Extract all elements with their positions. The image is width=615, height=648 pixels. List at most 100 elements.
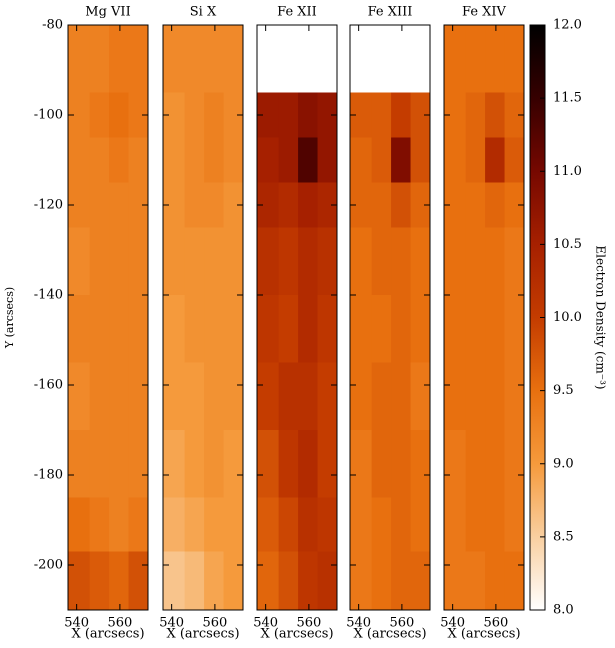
- heat-cell: [391, 137, 412, 183]
- heat-cell: [350, 295, 373, 363]
- heat-cell: [257, 295, 280, 363]
- heat-cell: [444, 430, 467, 498]
- heat-cell: [128, 295, 149, 363]
- heat-cell: [371, 227, 392, 296]
- y-tick-label: -160: [34, 378, 63, 393]
- heat-cell: [504, 25, 525, 93]
- heat-cell: [485, 362, 506, 431]
- x-axis-label: X (arcsecs): [166, 627, 239, 642]
- heat-cell: [278, 551, 299, 611]
- heat-cell: [485, 430, 506, 498]
- heat-cell: [68, 430, 91, 498]
- heat-cell: [89, 497, 110, 552]
- heat-cell: [391, 295, 412, 363]
- heat-cell: [465, 362, 486, 431]
- heat-cell: [163, 92, 186, 138]
- heat-cell: [410, 227, 431, 296]
- heat-cell: [68, 295, 91, 363]
- heat-cell: [204, 295, 225, 363]
- heat-cell: [298, 182, 319, 228]
- heat-cell: [163, 362, 186, 431]
- x-tick-label: 540: [253, 616, 278, 631]
- heat-cell: [485, 227, 506, 296]
- heat-cell: [485, 497, 506, 552]
- heat-cell: [68, 362, 91, 431]
- y-tick-label: -200: [34, 558, 63, 573]
- heat-cell: [163, 430, 186, 498]
- heat-cell: [257, 137, 280, 183]
- heat-cell: [465, 497, 486, 552]
- heat-cell: [504, 362, 525, 431]
- x-tick-label: 540: [440, 616, 465, 631]
- heat-cell: [317, 227, 338, 296]
- heat-cell: [184, 92, 205, 138]
- heat-cell: [257, 362, 280, 431]
- colorbar-label: Electron Density (cm⁻³): [594, 245, 608, 389]
- heat-cell: [257, 497, 280, 552]
- heat-cell: [163, 137, 186, 183]
- heat-cell: [504, 295, 525, 363]
- heat-cell: [204, 182, 225, 228]
- heat-cell: [465, 430, 486, 498]
- heat-cell: [128, 497, 149, 552]
- heat-cell: [391, 551, 412, 611]
- heat-cell: [444, 182, 467, 228]
- heat-cell: [109, 137, 130, 183]
- x-tick-label: 560: [202, 616, 227, 631]
- heat-cell: [257, 182, 280, 228]
- heat-cell: [317, 551, 338, 611]
- heat-cell: [89, 182, 110, 228]
- heat-cell: [278, 227, 299, 296]
- heat-cell: [504, 137, 525, 183]
- heat-cell: [465, 182, 486, 228]
- heat-cell: [109, 25, 130, 93]
- heat-cell: [223, 551, 244, 611]
- heat-cell: [485, 182, 506, 228]
- heat-cell: [350, 92, 373, 138]
- heat-cell: [350, 182, 373, 228]
- heat-cell: [391, 430, 412, 498]
- heat-cell: [444, 295, 467, 363]
- heat-cell: [223, 92, 244, 138]
- x-axis-label: X (arcsecs): [260, 627, 333, 642]
- heat-cell: [298, 295, 319, 363]
- heat-cell: [184, 227, 205, 296]
- heat-cell: [371, 92, 392, 138]
- heat-cell: [163, 25, 186, 93]
- heat-cell: [298, 430, 319, 498]
- heat-cell: [89, 551, 110, 611]
- heat-cell: [371, 497, 392, 552]
- heat-cell: [444, 497, 467, 552]
- heat-cell: [485, 295, 506, 363]
- heat-cell: [504, 182, 525, 228]
- heat-cell: [257, 92, 280, 138]
- heat-cell: [204, 497, 225, 552]
- x-tick-label: 560: [483, 616, 508, 631]
- heat-cell: [444, 25, 467, 93]
- x-tick-label: 560: [296, 616, 321, 631]
- heat-cell: [485, 25, 506, 93]
- colorbar-tick-label: 8.5: [553, 529, 574, 544]
- heat-cell: [465, 92, 486, 138]
- y-tick-label: -180: [34, 468, 63, 483]
- x-tick-label: 540: [159, 616, 184, 631]
- heat-cell: [410, 182, 431, 228]
- heat-cell: [485, 551, 506, 611]
- heat-cell: [184, 551, 205, 611]
- heat-cell: [109, 430, 130, 498]
- heat-cell: [391, 227, 412, 296]
- heat-cell: [109, 295, 130, 363]
- y-tick-label: -80: [42, 18, 63, 33]
- colorbar-tick-label: 11.5: [553, 91, 582, 106]
- heat-cell: [128, 182, 149, 228]
- heat-cell: [89, 137, 110, 183]
- heat-cell: [371, 137, 392, 183]
- colorbar-tick-label: 8.0: [553, 603, 574, 618]
- colorbar-tick-label: 9.5: [553, 383, 574, 398]
- heat-cell: [444, 551, 467, 611]
- heat-cell: [184, 295, 205, 363]
- heat-cell: [444, 137, 467, 183]
- heat-cell: [391, 362, 412, 431]
- colorbar-tick-label: 9.0: [553, 456, 574, 471]
- heat-cell: [109, 551, 130, 611]
